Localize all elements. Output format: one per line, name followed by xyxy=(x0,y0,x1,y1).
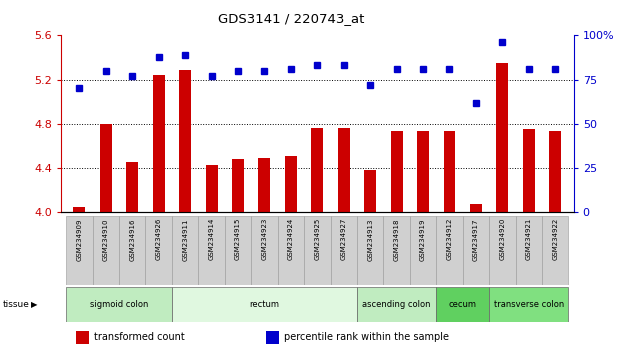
Bar xyxy=(489,287,569,322)
Bar xyxy=(304,216,331,285)
Text: GSM234922: GSM234922 xyxy=(552,218,558,260)
Bar xyxy=(357,287,437,322)
Bar xyxy=(179,70,191,212)
Bar xyxy=(357,216,383,285)
Bar xyxy=(489,216,515,285)
Text: GDS3141 / 220743_at: GDS3141 / 220743_at xyxy=(219,12,365,25)
Text: GSM234926: GSM234926 xyxy=(156,218,162,261)
Bar xyxy=(542,216,569,285)
Bar xyxy=(417,131,429,212)
Bar xyxy=(258,158,271,212)
Text: GSM234921: GSM234921 xyxy=(526,218,532,261)
Bar xyxy=(206,165,217,212)
Text: GSM234912: GSM234912 xyxy=(447,218,453,261)
Bar xyxy=(66,216,92,285)
Text: GSM234923: GSM234923 xyxy=(262,218,267,261)
Bar xyxy=(364,170,376,212)
Text: GSM234924: GSM234924 xyxy=(288,218,294,260)
Text: sigmoid colon: sigmoid colon xyxy=(90,300,148,309)
Bar xyxy=(266,331,279,344)
Bar xyxy=(146,216,172,285)
Bar xyxy=(437,216,463,285)
Text: GSM234909: GSM234909 xyxy=(76,218,83,261)
Text: GSM234917: GSM234917 xyxy=(473,218,479,261)
Bar xyxy=(198,216,225,285)
Bar xyxy=(437,287,489,322)
Bar xyxy=(278,216,304,285)
Bar xyxy=(285,156,297,212)
Bar xyxy=(100,124,112,212)
Text: cecum: cecum xyxy=(449,300,477,309)
Text: percentile rank within the sample: percentile rank within the sample xyxy=(284,332,449,342)
Text: GSM234911: GSM234911 xyxy=(182,218,188,261)
Bar xyxy=(496,63,508,212)
Bar xyxy=(523,130,535,212)
Bar xyxy=(92,216,119,285)
Text: rectum: rectum xyxy=(249,300,279,309)
Bar xyxy=(410,216,437,285)
Bar xyxy=(172,287,357,322)
Bar xyxy=(76,331,89,344)
Bar xyxy=(470,204,482,212)
Text: GSM234927: GSM234927 xyxy=(341,218,347,261)
Bar xyxy=(251,216,278,285)
Bar xyxy=(331,216,357,285)
Text: GSM234919: GSM234919 xyxy=(420,218,426,261)
Bar xyxy=(74,207,85,212)
Text: ▶: ▶ xyxy=(31,300,37,309)
Bar xyxy=(390,131,403,212)
Text: transverse colon: transverse colon xyxy=(494,300,564,309)
Text: transformed count: transformed count xyxy=(94,332,185,342)
Bar xyxy=(549,131,561,212)
Bar xyxy=(338,129,350,212)
Bar xyxy=(225,216,251,285)
Text: tissue: tissue xyxy=(3,300,30,309)
Bar xyxy=(444,131,455,212)
Text: GSM234910: GSM234910 xyxy=(103,218,109,261)
Text: GSM234913: GSM234913 xyxy=(367,218,373,261)
Bar xyxy=(153,75,165,212)
Bar xyxy=(119,216,146,285)
Text: GSM234914: GSM234914 xyxy=(208,218,215,261)
Bar xyxy=(383,216,410,285)
Text: GSM234918: GSM234918 xyxy=(394,218,399,261)
Text: ascending colon: ascending colon xyxy=(362,300,431,309)
Bar xyxy=(66,287,172,322)
Bar xyxy=(126,161,138,212)
Text: GSM234915: GSM234915 xyxy=(235,218,241,261)
Bar xyxy=(172,216,198,285)
Text: GSM234925: GSM234925 xyxy=(314,218,320,260)
Bar xyxy=(232,159,244,212)
Text: GSM234920: GSM234920 xyxy=(499,218,505,261)
Bar xyxy=(312,129,323,212)
Bar xyxy=(515,216,542,285)
Bar xyxy=(463,216,489,285)
Text: GSM234916: GSM234916 xyxy=(129,218,135,261)
